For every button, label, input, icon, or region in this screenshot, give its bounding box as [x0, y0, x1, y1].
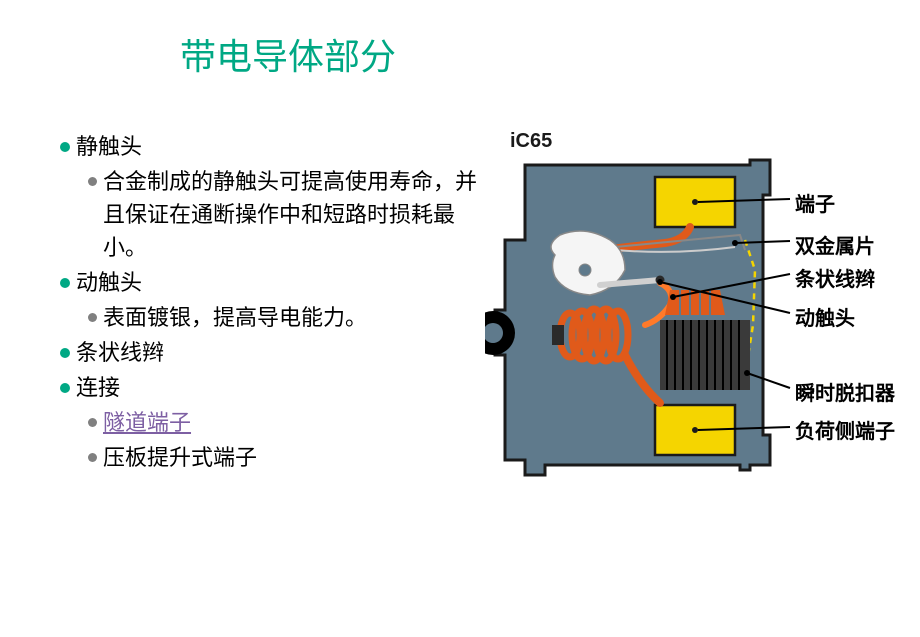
breaker-svg [485, 155, 915, 555]
bullet-icon [60, 383, 70, 393]
bullet-item: 隧道端子 [88, 406, 480, 439]
callout-label: 动触头 [795, 302, 855, 331]
callout-label: 负荷侧端子 [795, 415, 895, 444]
bullet-item: 动触头 [60, 266, 480, 299]
bullet-item: 压板提升式端子 [88, 441, 480, 474]
bullet-item: 静触头 [60, 130, 480, 163]
bullet-text: 连接 [76, 371, 120, 404]
bullet-icon [88, 418, 97, 427]
breaker-diagram: 端子 双金属片 条状线辫 动触头 瞬时脱扣器 负荷侧端子 [485, 155, 915, 555]
bullet-icon [88, 313, 97, 322]
callout-label: 瞬时脱扣器 [795, 377, 895, 406]
bullet-text: 静触头 [76, 130, 142, 163]
callout-label: 条状线辫 [795, 263, 875, 292]
bullet-icon [88, 453, 97, 462]
bullet-text: 压板提升式端子 [103, 441, 257, 474]
bullet-icon [60, 348, 70, 358]
bullet-item: 合金制成的静触头可提高使用寿命，并且保证在通断操作中和短路时损耗最小。 [88, 165, 480, 264]
callout-label: 双金属片 [795, 230, 875, 259]
cam-pivot [579, 264, 591, 276]
solenoid-coil [552, 309, 628, 361]
bullet-icon [60, 278, 70, 288]
bullet-icon [60, 142, 70, 152]
terminal-dot [692, 199, 698, 205]
bullet-text: 条状线辫 [76, 336, 164, 369]
terminal-dot [692, 427, 698, 433]
bullet-text: 动触头 [76, 266, 142, 299]
trip-unit [660, 320, 750, 390]
callout-label: 端子 [795, 188, 835, 217]
diagram-model-label: iC65 [510, 130, 552, 153]
bullet-text: 合金制成的静触头可提高使用寿命，并且保证在通断操作中和短路时损耗最小。 [103, 165, 480, 264]
bullet-content: 静触头 合金制成的静触头可提高使用寿命，并且保证在通断操作中和短路时损耗最小。 … [60, 130, 480, 476]
bullet-item: 条状线辫 [60, 336, 480, 369]
bullet-icon [88, 177, 97, 186]
bullet-item: 表面镀银，提高导电能力。 [88, 301, 480, 334]
bullet-text: 表面镀银，提高导电能力。 [103, 301, 367, 334]
bullet-link[interactable]: 隧道端子 [103, 406, 191, 439]
bullet-item: 连接 [60, 371, 480, 404]
arc-chute [665, 290, 725, 315]
slide-title: 带电导体部分 [180, 28, 396, 80]
